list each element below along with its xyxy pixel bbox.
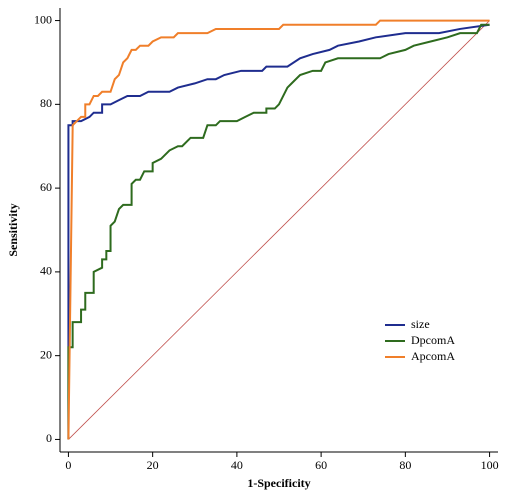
y-tick-label: 100 — [34, 12, 52, 26]
x-axis-label: 1-Specificity — [247, 476, 310, 490]
x-tick-label: 60 — [315, 458, 327, 472]
y-tick-label: 40 — [40, 264, 52, 278]
x-tick-label: 20 — [147, 458, 159, 472]
x-tick-label: 40 — [231, 458, 243, 472]
legend-label: ApcomA — [411, 349, 455, 363]
roc-curve — [67, 19, 490, 440]
roc-curve — [67, 23, 490, 440]
reference-line — [68, 20, 490, 440]
legend-label: size — [411, 317, 430, 331]
y-tick-label: 60 — [40, 180, 52, 194]
y-tick-label: 80 — [40, 96, 52, 110]
roc-curve — [67, 23, 490, 440]
y-tick-label: 0 — [46, 431, 52, 445]
y-axis-label: Sensitivity — [6, 203, 20, 256]
x-tick-label: 80 — [399, 458, 411, 472]
x-tick-label: 0 — [65, 458, 71, 472]
y-tick-label: 20 — [40, 347, 52, 361]
x-tick-label: 100 — [481, 458, 499, 472]
legend-label: DpcomA — [411, 333, 455, 347]
